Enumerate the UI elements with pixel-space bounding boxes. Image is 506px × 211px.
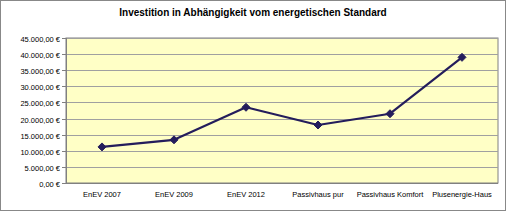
tick-mark [62, 102, 66, 103]
y-tick-label: 40.000,00 € [20, 51, 60, 60]
tick-mark [62, 70, 66, 71]
tick-mark [62, 151, 66, 152]
y-tick-label: 20.000,00 € [20, 116, 60, 125]
y-tick-label: 30.000,00 € [20, 83, 60, 92]
marker [170, 136, 178, 144]
grid-line [66, 102, 498, 103]
x-axis [66, 183, 498, 184]
tick-mark [62, 119, 66, 120]
marker [242, 103, 250, 111]
title: Investition in Abhängigkeit vom energeti… [119, 7, 386, 18]
series-group [98, 53, 466, 151]
grid-line [66, 119, 498, 120]
plot-area [66, 38, 498, 183]
marker [458, 53, 466, 61]
tick-mark [62, 167, 66, 168]
marker [98, 143, 106, 151]
tick-mark [62, 135, 66, 136]
grid-line [66, 167, 498, 168]
y-tick-label: 10.000,00 € [20, 148, 60, 157]
line [102, 57, 462, 147]
y-tick-label: 5.000,00 € [25, 164, 61, 173]
marker [386, 110, 394, 118]
grid-line [66, 151, 498, 152]
chart-frame [1, 1, 506, 211]
grid-line [66, 38, 498, 39]
x-tick-label: EnEV 2012 [227, 190, 265, 199]
grid-line [66, 70, 498, 71]
x-tick-label: EnEV 2009 [155, 190, 193, 199]
x-tick-label: EnEV 2007 [83, 190, 121, 199]
y-tick-label: 15.000,00 € [20, 132, 60, 141]
grid-line [66, 54, 498, 55]
y-tick-label: 45.000,00 € [20, 35, 60, 44]
tick-mark [62, 38, 66, 39]
marker [314, 121, 322, 129]
tick-mark [62, 54, 66, 55]
chart: Investition in Abhängigkeit vom energeti… [0, 0, 506, 211]
y-tick-label: 0,00 € [39, 180, 61, 189]
grid-line [66, 183, 498, 184]
grid-line [66, 86, 498, 87]
grid-line [66, 135, 498, 136]
tick-mark [62, 183, 66, 184]
y-tick-label: 25.000,00 € [20, 99, 60, 108]
x-tick-label: Plusenergie-Haus [432, 190, 492, 199]
x-tick-label: Passivhaus pur [292, 190, 344, 199]
y-axis [66, 38, 67, 183]
y-tick-label: 35.000,00 € [20, 67, 60, 76]
tick-mark [62, 86, 66, 87]
x-tick-label: Passivhaus Komfort [357, 190, 425, 199]
